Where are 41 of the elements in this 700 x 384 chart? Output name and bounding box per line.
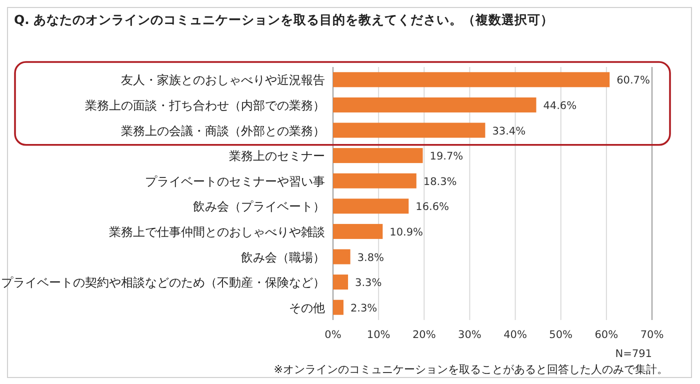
y-tick-label: 業務上の会議・商談（外部との業務） <box>121 124 325 138</box>
x-tick-label: 0% <box>324 329 342 341</box>
x-tick-label: 30% <box>458 329 482 341</box>
y-tick-label: 業務上で仕事仲間とのおしゃべりや雑談 <box>109 224 325 239</box>
bar <box>333 97 536 112</box>
y-tick-label: その他 <box>289 300 325 315</box>
bar <box>333 198 409 214</box>
data-label: 44.6% <box>543 100 577 112</box>
data-label: 10.9% <box>390 226 424 238</box>
x-tick-label: 40% <box>504 329 527 341</box>
data-label: 18.3% <box>423 176 457 188</box>
data-label: 3.8% <box>357 252 384 264</box>
y-tick-label: プライベートの契約や相談などのため（不動産・保険など） <box>1 276 325 290</box>
y-tick-label: 飲み会（職場） <box>241 250 325 264</box>
y-tick-label: プライベートのセミナーや習い事 <box>145 174 325 188</box>
text: ※オンラインのコミュニケーションを取ることがあると回答した人のみで集計。 <box>274 363 668 376</box>
bar <box>333 173 416 188</box>
x-tick-label: 20% <box>412 329 436 341</box>
bar <box>333 300 344 315</box>
bar <box>333 249 350 264</box>
y-tick-label: 業務上の面談・打ち合わせ（内部での業務） <box>85 98 325 112</box>
bar <box>333 224 383 239</box>
y-tick-label: 業務上のセミナー <box>229 149 325 164</box>
x-tick-label: 50% <box>549 329 573 341</box>
chart-title: Q. あなたのオンラインのコミュニケーションを取る目的を教えてください。（複数選択可） <box>14 12 554 27</box>
data-label: 19.7% <box>430 150 464 163</box>
x-tick-label: 10% <box>366 329 390 341</box>
data-label: 33.4% <box>492 125 526 138</box>
bar <box>333 122 486 138</box>
data-label: 60.7% <box>616 74 650 87</box>
text: N=791 <box>615 348 652 360</box>
y-tick-label: 飲み会（プライベート） <box>193 200 325 214</box>
data-label: 2.3% <box>350 302 378 314</box>
bar <box>333 274 348 290</box>
x-tick-label: 70% <box>640 329 664 341</box>
bar <box>333 72 610 88</box>
y-tick-label: 友人・家族とのおしゃべりや近況報告 <box>121 73 325 88</box>
data-label: 16.6% <box>416 201 450 214</box>
x-tick-label: 60% <box>594 329 618 341</box>
data-label: 3.3% <box>355 277 382 290</box>
bar <box>333 148 423 164</box>
